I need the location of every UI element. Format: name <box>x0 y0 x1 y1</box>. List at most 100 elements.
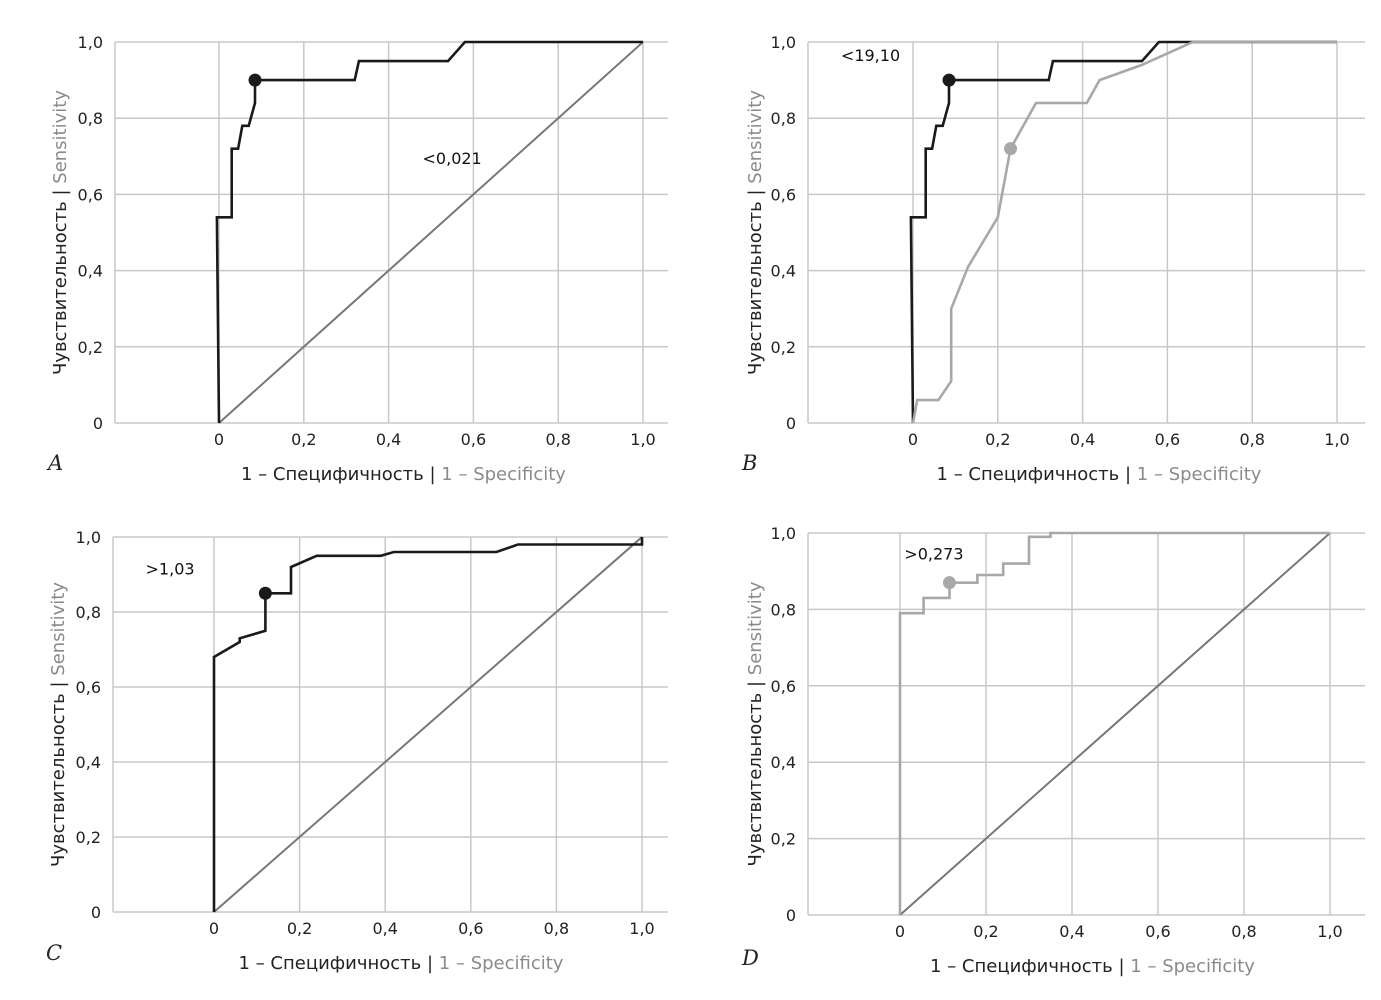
reference-diagonal <box>213 536 643 913</box>
reference-diagonal <box>218 41 644 424</box>
x-tick-label: 0,4 <box>372 919 397 938</box>
x-tick-label: 0,2 <box>973 922 998 941</box>
y-axis-label-en: Sensitivity <box>745 581 766 675</box>
y-axis-label-ru: Чувствительность <box>745 201 766 375</box>
x-tick-label: 1,0 <box>630 430 655 449</box>
y-tick-label: 0 <box>786 414 796 433</box>
y-axis-label: Чувствительность | Sensitivity <box>745 90 766 375</box>
x-tick-label: 1,0 <box>629 919 654 938</box>
x-tick-label: 0 <box>908 430 918 449</box>
x-axis-label: 1 – Специфичность | 1 – Specificity <box>241 464 566 485</box>
y-tick-label: 0,8 <box>78 109 103 128</box>
x-axis-label-ru: 1 – Специфичность <box>239 953 422 974</box>
panel-letter: C <box>46 941 62 965</box>
x-axis-label-ru: 1 – Специфичность <box>241 464 424 485</box>
x-tick-label: 0,4 <box>376 430 401 449</box>
cutoff-marker <box>942 73 956 87</box>
roc-curve <box>911 40 1337 424</box>
x-tick-label: 0,8 <box>545 430 570 449</box>
y-tick-label: 0,2 <box>78 338 103 357</box>
x-tick-label: 0,6 <box>1155 430 1180 449</box>
y-axis-label: Чувствительность | Sensitivity <box>50 90 71 375</box>
x-tick-label: 0,4 <box>1059 922 1084 941</box>
y-axis-label: Чувствительность | Sensitivity <box>745 581 766 866</box>
y-axis-separator: | <box>745 675 766 693</box>
x-tick-label: 1,0 <box>1317 922 1342 941</box>
panel-letter: A <box>46 451 63 475</box>
y-axis-label-en: Sensitivity <box>745 90 766 184</box>
x-tick-label: 0,2 <box>985 430 1010 449</box>
x-axis-separator: | <box>424 464 442 485</box>
x-axis-separator: | <box>1113 956 1131 977</box>
y-tick-label: 0,6 <box>771 185 796 204</box>
y-tick-label: 0,8 <box>771 600 796 619</box>
y-tick-label: 0,6 <box>76 678 101 697</box>
cutoff-marker <box>248 73 262 87</box>
x-axis-label-ru: 1 – Специфичность <box>930 956 1113 977</box>
roc-curve <box>909 40 1337 424</box>
roc-curve <box>898 531 1330 915</box>
y-tick-label: 0,8 <box>771 109 796 128</box>
cutoff-marker <box>1004 142 1018 156</box>
x-tick-label: 0 <box>214 430 224 449</box>
cutoff-annotation: <0,021 <box>423 149 482 168</box>
y-tick-label: 0 <box>91 903 101 922</box>
cutoff-marker <box>258 586 272 600</box>
y-axis-label-ru: Чувствительность <box>745 693 766 867</box>
x-axis-label-en: 1 – Specificity <box>1130 956 1255 977</box>
x-axis-label: 1 – Специфичность | 1 – Specificity <box>937 464 1262 485</box>
x-axis-label-en: 1 – Specificity <box>1137 464 1262 485</box>
x-tick-label: 0,6 <box>1145 922 1170 941</box>
x-axis-separator: | <box>1119 464 1137 485</box>
y-axis-separator: | <box>50 184 71 202</box>
y-tick-label: 0,6 <box>771 677 796 696</box>
roc-curve <box>212 537 644 912</box>
y-axis-separator: | <box>48 676 69 694</box>
y-axis-label-en: Sensitivity <box>48 582 69 676</box>
y-tick-label: 1,0 <box>78 33 103 52</box>
y-tick-label: 0,6 <box>78 185 103 204</box>
x-tick-label: 0,2 <box>287 919 312 938</box>
panel-c: 0 0,2 0,4 0,6 0,8 1,0 0 0,2 0,4 0,6 0,8 1,0 >1,03 1 –… <box>46 528 668 974</box>
y-axis-label-ru: Чувствительность <box>50 201 71 375</box>
panel-letter: B <box>741 451 757 475</box>
y-axis-separator: | <box>745 184 766 202</box>
y-axis-label-en: Sensitivity <box>50 90 71 184</box>
cutoff-marker <box>942 576 956 590</box>
x-tick-label: 0,6 <box>461 430 486 449</box>
x-axis-separator: | <box>421 953 439 974</box>
x-axis-label: 1 – Специфичность | 1 – Specificity <box>930 956 1255 977</box>
y-tick-label: 0,2 <box>76 828 101 847</box>
x-tick-label: 0 <box>209 919 219 938</box>
reference-diagonal <box>899 532 1331 916</box>
roc-curve <box>215 40 643 424</box>
y-tick-label: 0,8 <box>76 603 101 622</box>
x-tick-label: 0,4 <box>1070 430 1095 449</box>
x-axis-label-en: 1 – Specificity <box>439 953 564 974</box>
y-tick-label: 0,4 <box>76 753 101 772</box>
x-tick-label: 1,0 <box>1324 430 1349 449</box>
panel-b: 0 0,2 0,4 0,6 0,8 1,0 0 0,2 0,4 0,6 0,8 1,0 <19,10 1 … <box>741 33 1365 485</box>
x-tick-label: 0,8 <box>1231 922 1256 941</box>
y-axis-label-ru: Чувствительность <box>48 693 69 867</box>
y-tick-label: 0,4 <box>771 262 796 281</box>
x-tick-label: 0,8 <box>544 919 569 938</box>
x-tick-label: 0,6 <box>458 919 483 938</box>
x-tick-label: 0,2 <box>291 430 316 449</box>
y-tick-label: 1,0 <box>771 33 796 52</box>
y-tick-label: 0 <box>786 906 796 925</box>
panel-letter: D <box>741 946 759 970</box>
cutoff-annotation: >1,03 <box>146 560 195 579</box>
y-tick-label: 1,0 <box>771 524 796 543</box>
y-tick-label: 1,0 <box>76 528 101 547</box>
y-tick-label: 0,2 <box>771 830 796 849</box>
cutoff-annotation: <19,10 <box>841 46 900 65</box>
y-axis-label: Чувствительность | Sensitivity <box>48 582 69 867</box>
y-tick-label: 0,2 <box>771 338 796 357</box>
x-tick-label: 0 <box>895 922 905 941</box>
y-tick-label: 0,4 <box>771 753 796 772</box>
x-axis-label-en: 1 – Specificity <box>441 464 566 485</box>
x-tick-label: 0,8 <box>1239 430 1264 449</box>
y-tick-label: 0 <box>93 414 103 433</box>
